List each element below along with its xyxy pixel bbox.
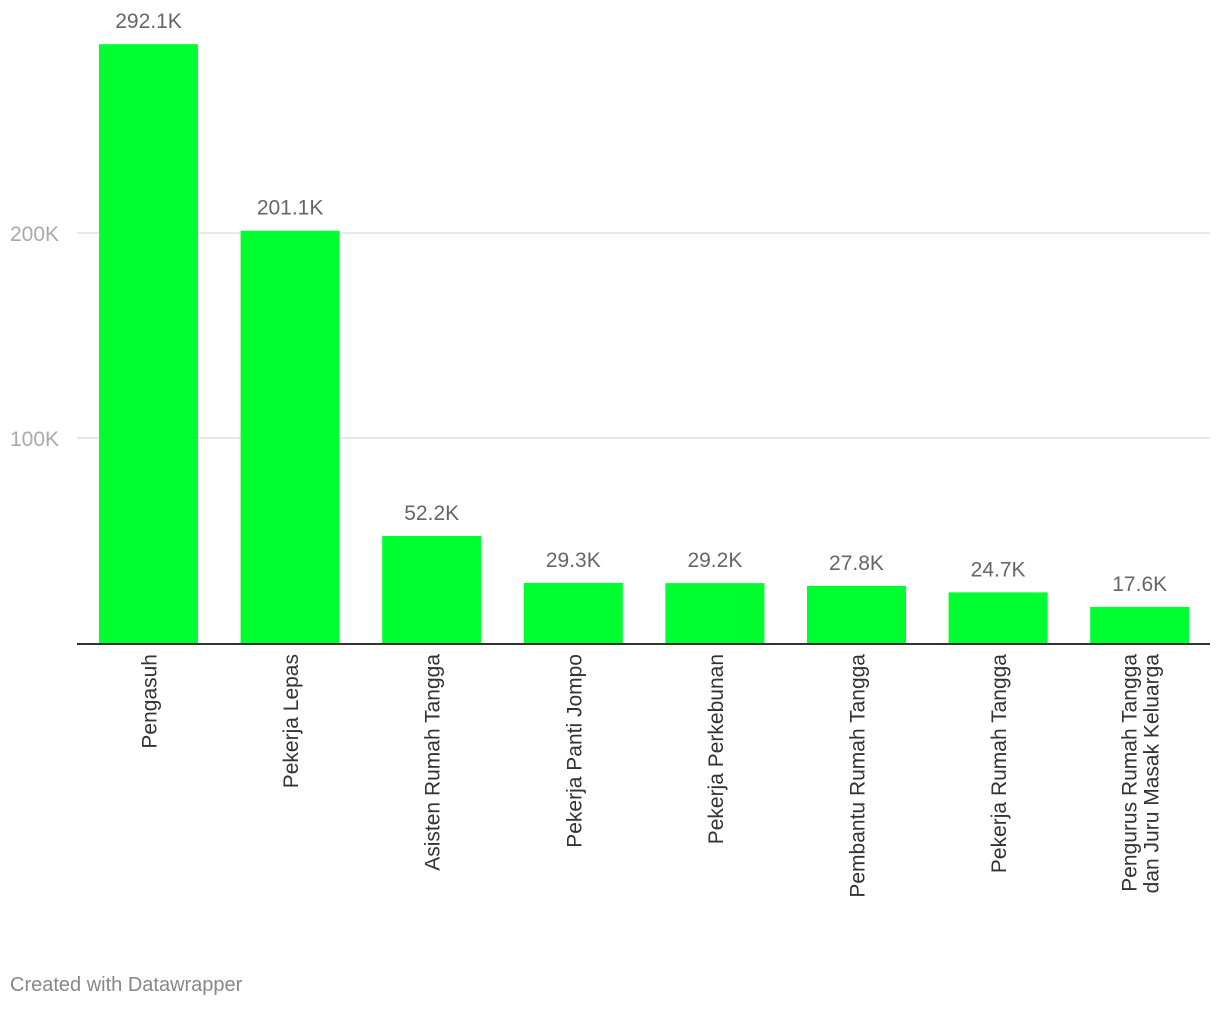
category-label-line: Asisten Rumah Tangga bbox=[422, 654, 445, 871]
value-label: 201.1K bbox=[257, 197, 324, 220]
y-tick-label: 200K bbox=[10, 223, 59, 246]
category-label-line: Pekerja Rumah Tangga bbox=[988, 654, 1011, 873]
value-label: 292.1K bbox=[115, 10, 182, 33]
bar bbox=[240, 230, 340, 643]
value-labels: 292.1K 201.1K 52.2K 29.3K 29.2K 27.8K 24.7K 17.… bbox=[115, 10, 1167, 596]
credit-text: Created with Datawrapper bbox=[10, 974, 243, 996]
category-label-line: Pembantu Rumah Tangga bbox=[847, 654, 870, 898]
category-label-line: Pengurus Rumah Tangga bbox=[1119, 654, 1142, 892]
gridlines: 100K 200K bbox=[10, 223, 1210, 451]
category-label: Pekerja Rumah Tangga bbox=[988, 654, 1011, 873]
bar bbox=[99, 44, 198, 643]
category-label-line: Pekerja Panti Jompo bbox=[563, 654, 586, 848]
category-label: Asisten Rumah Tangga bbox=[422, 654, 445, 871]
category-label: Pekerja Perkebunan bbox=[705, 654, 728, 844]
category-label-line: Pengasuh bbox=[139, 654, 162, 749]
bar bbox=[948, 592, 1048, 643]
category-label-line: Pekerja Lepas bbox=[280, 654, 303, 788]
y-tick-label: 100K bbox=[10, 428, 59, 451]
category-label: Pekerja Lepas bbox=[280, 654, 303, 788]
value-label: 52.2K bbox=[404, 502, 459, 525]
value-label: 29.3K bbox=[546, 549, 601, 572]
category-labels: Pengasuh Pekerja Lepas Asisten Rumah Tangg… bbox=[139, 654, 1164, 898]
category-label: Pekerja Panti Jompo bbox=[563, 654, 586, 848]
value-label: 24.7K bbox=[971, 558, 1026, 581]
bar bbox=[1090, 606, 1190, 643]
bars bbox=[99, 44, 1190, 643]
bar bbox=[665, 583, 765, 643]
bar bbox=[523, 582, 623, 643]
value-label: 29.2K bbox=[687, 549, 742, 572]
category-label-line: Pekerja Perkebunan bbox=[705, 654, 728, 844]
category-label-line: dan Juru Masak Keluarga bbox=[1141, 654, 1164, 894]
category-label: Pengasuh bbox=[139, 654, 162, 749]
bar bbox=[807, 586, 906, 643]
category-label: Pengurus Rumah Tangga dan Juru Masak Kelu… bbox=[1119, 654, 1164, 894]
value-label: 17.6K bbox=[1112, 573, 1167, 596]
category-label: Pembantu Rumah Tangga bbox=[847, 654, 870, 898]
bar bbox=[382, 535, 482, 643]
value-label: 27.8K bbox=[829, 552, 884, 575]
